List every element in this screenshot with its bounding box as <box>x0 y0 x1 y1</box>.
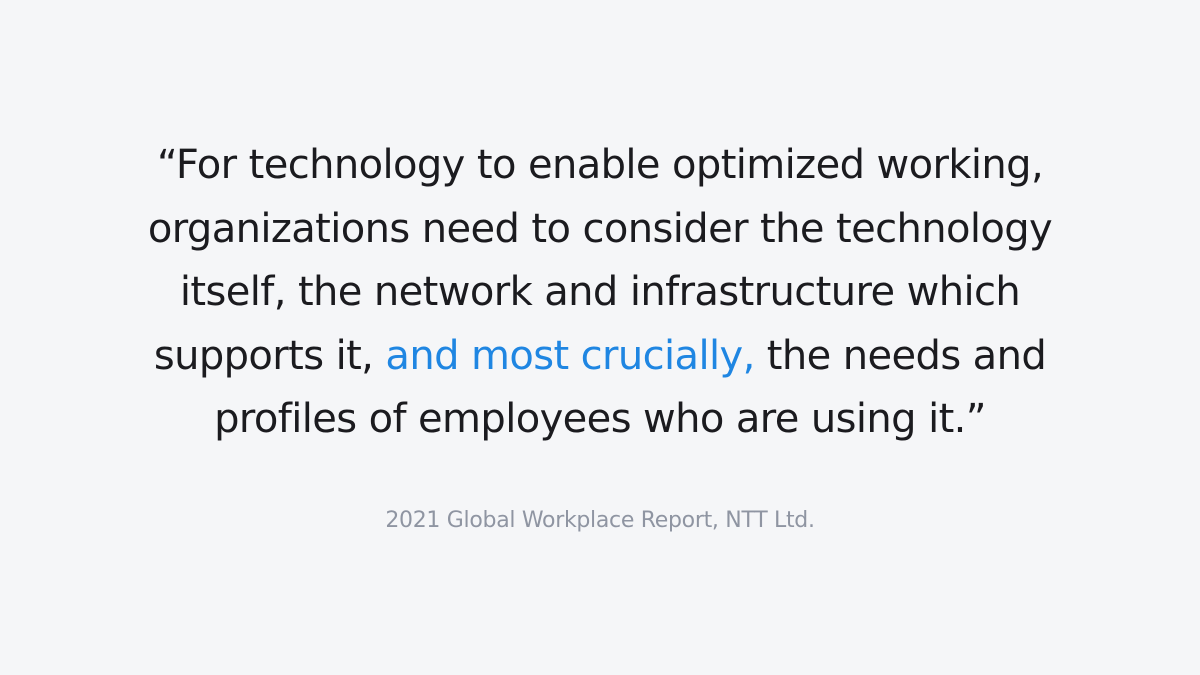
quote-line-3: itself, the network and infrastructure w… <box>179 269 1021 315</box>
quote-line-4-end: the needs and <box>754 332 1047 379</box>
quote-line-1: “For technology to enable optimized work… <box>156 142 1044 188</box>
quote-line-4-start: supports it, <box>153 332 386 379</box>
quote-line-2: organizations need to consider the techn… <box>147 205 1053 252</box>
quote-line-5: profiles of employees who are using it.” <box>214 396 986 442</box>
quote-text: “For technology to enable optimized work… <box>60 134 1140 452</box>
quote-line-4: supports it, and most crucially, the nee… <box>60 325 1140 389</box>
highlighted-phrase: and most crucially, <box>385 332 755 379</box>
quote-attribution: 2021 Global Workplace Report, NTT Ltd. <box>385 508 815 533</box>
